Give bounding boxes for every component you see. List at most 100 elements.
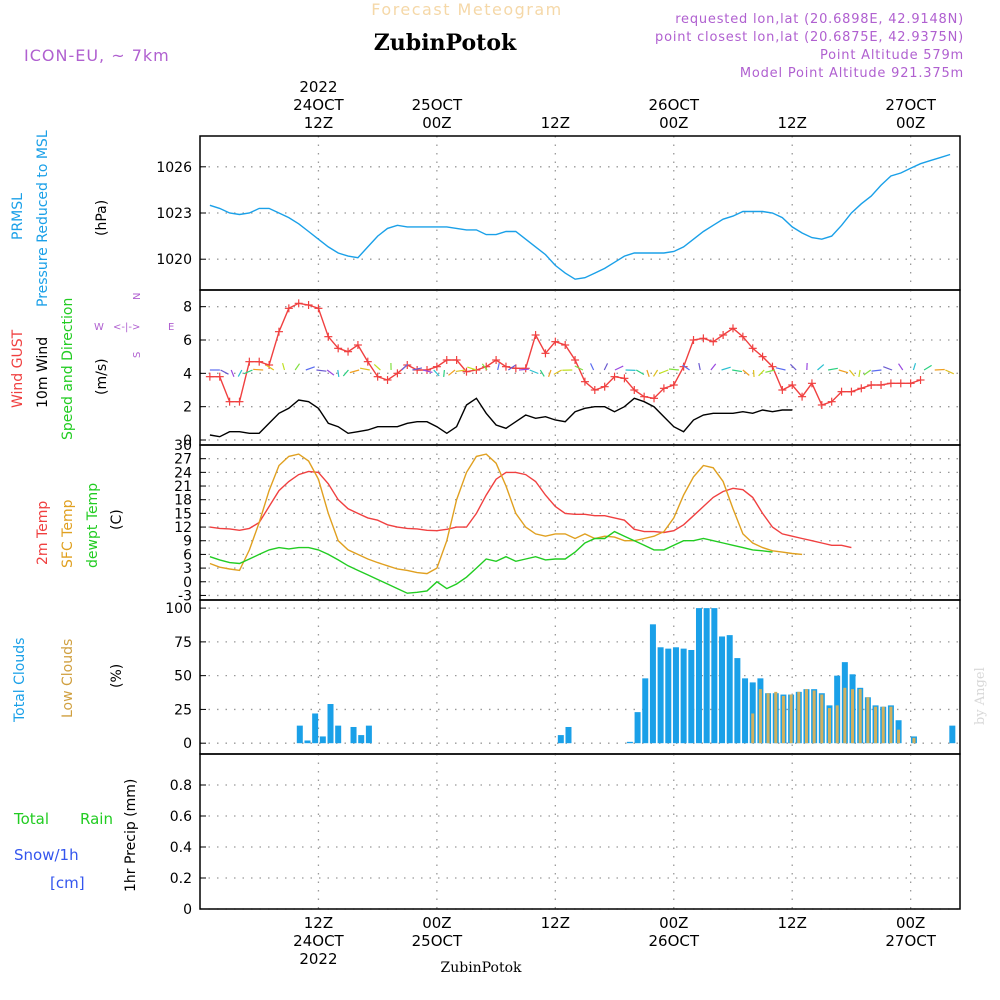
time-label-bottom: 12Z	[778, 914, 807, 932]
ytick-label: 24	[174, 465, 192, 481]
total-label: Total	[13, 810, 49, 828]
dewpt-label: dewpt Temp	[85, 483, 101, 568]
ytick-label: 12	[174, 520, 192, 536]
total-cloud-bar	[335, 725, 342, 744]
total-cloud-bar	[626, 741, 633, 744]
low-cloud-bar	[758, 689, 762, 744]
wind-arrow	[765, 369, 775, 373]
wind-arrow	[412, 367, 423, 371]
wind-arrow	[732, 369, 743, 373]
compass-s: S	[132, 352, 143, 358]
compass-w: W	[94, 322, 104, 333]
wind-arrow	[871, 369, 882, 372]
ytick-label: 0.6	[170, 809, 192, 825]
total-cloud-bar	[365, 725, 372, 744]
wind-arrow	[912, 362, 917, 371]
info-line-4: Model Point Altitude 921.375m	[740, 66, 964, 81]
station-title: ZubinPotok	[374, 30, 517, 56]
info-line-3: Point Altitude 579m	[820, 48, 964, 63]
wind-arrow	[710, 363, 717, 371]
total-cloud-bar	[327, 704, 334, 744]
wind-arrow	[220, 369, 229, 375]
ytick-label: 1020	[156, 252, 192, 268]
ytick-label: 1026	[156, 160, 192, 176]
wind-arrow	[883, 366, 893, 371]
pressure-labels: PRMSL Pressure Reduced to MSL (hPa)	[10, 130, 110, 307]
total-cloud-bar	[657, 647, 664, 744]
wind-arrow	[294, 363, 301, 371]
total-cloud-bar	[649, 624, 656, 744]
wind-arrow	[455, 369, 466, 373]
wind-arrow	[401, 363, 409, 371]
ytick-label: 25	[174, 702, 192, 718]
total-cloud-bar	[296, 725, 303, 744]
total-cloud-bar	[711, 608, 718, 744]
total-cloud-bar	[565, 726, 572, 744]
wind-arrow	[342, 369, 349, 377]
wind-arrow	[646, 369, 650, 378]
ytick-label: 0	[183, 736, 192, 752]
wind-arrow	[266, 364, 275, 371]
rain-label: Rain	[80, 810, 113, 828]
ytick-label: -3	[178, 588, 192, 604]
ytick-label: 100	[165, 601, 192, 617]
wind-arrow	[508, 364, 516, 371]
series-pressure	[209, 153, 951, 280]
wind-arrow	[817, 364, 825, 371]
total-cloud-bar	[304, 740, 311, 744]
wind-arrow	[758, 369, 765, 377]
time-label-top: 00Z	[896, 114, 925, 132]
time-label-top: 26OCT	[649, 96, 700, 114]
wind-arrow	[337, 369, 340, 378]
ytick-label: 0	[183, 902, 192, 918]
total-clouds-label: Total Clouds	[12, 638, 28, 723]
total-cloud-bar	[350, 726, 357, 744]
info-line-1: requested lon,lat (20.6898E, 42.9148N)	[675, 12, 964, 27]
wind-arrow	[230, 369, 235, 377]
ytick-label: 3	[183, 561, 192, 577]
wind-arrow	[574, 365, 584, 371]
watermark: by Angel	[973, 667, 988, 725]
ytick-label: 27	[174, 452, 192, 468]
ytick-label: 0.4	[170, 840, 192, 856]
ytick-label: 21	[174, 479, 192, 495]
panel-wind: 0 2 4 6 8	[183, 289, 961, 449]
pressure-msl-label: Pressure Reduced to MSL	[35, 130, 51, 307]
low-cloud-bar	[820, 694, 824, 744]
panel-frame	[199, 753, 961, 910]
total-cloud-bar	[557, 735, 564, 744]
time-label-bottom: 25OCT	[412, 932, 463, 950]
wind-arrow	[497, 362, 500, 371]
low-cloud-bar	[751, 713, 755, 744]
low-cloud-bar	[835, 705, 839, 744]
wind-gust-label: Wind GUST	[10, 329, 26, 408]
total-cloud-bar	[665, 648, 672, 744]
wind-arrow	[923, 364, 932, 371]
panel-frame	[199, 444, 961, 601]
footer-station: ZubinPotok	[440, 960, 522, 976]
total-cloud-bar	[634, 712, 641, 744]
ytick-label: 75	[174, 635, 192, 651]
low-cloud-bar	[881, 706, 885, 744]
total-cloud-bar	[358, 735, 365, 744]
low-cloud-bar	[804, 689, 808, 744]
total-cloud-bar	[680, 648, 687, 744]
time-label-bottom: 00Z	[659, 914, 688, 932]
wind-arrow	[945, 369, 955, 375]
ytick-label: 2	[183, 400, 192, 416]
low-cloud-bar	[827, 708, 831, 744]
compass-rose: N W <-|-> E S	[94, 293, 174, 358]
low-cloud-bar	[781, 695, 785, 744]
wind-arrow	[775, 367, 786, 371]
panel-precip: 0 0.2 0.4 0.6 0.8	[170, 753, 961, 918]
ytick-label: 9	[183, 534, 192, 550]
celsius-label: (C)	[109, 509, 125, 530]
wind-arrow	[518, 368, 529, 371]
total-cloud-bar	[642, 678, 649, 744]
wind-arrow	[635, 369, 645, 376]
wind-arrow	[443, 369, 445, 378]
